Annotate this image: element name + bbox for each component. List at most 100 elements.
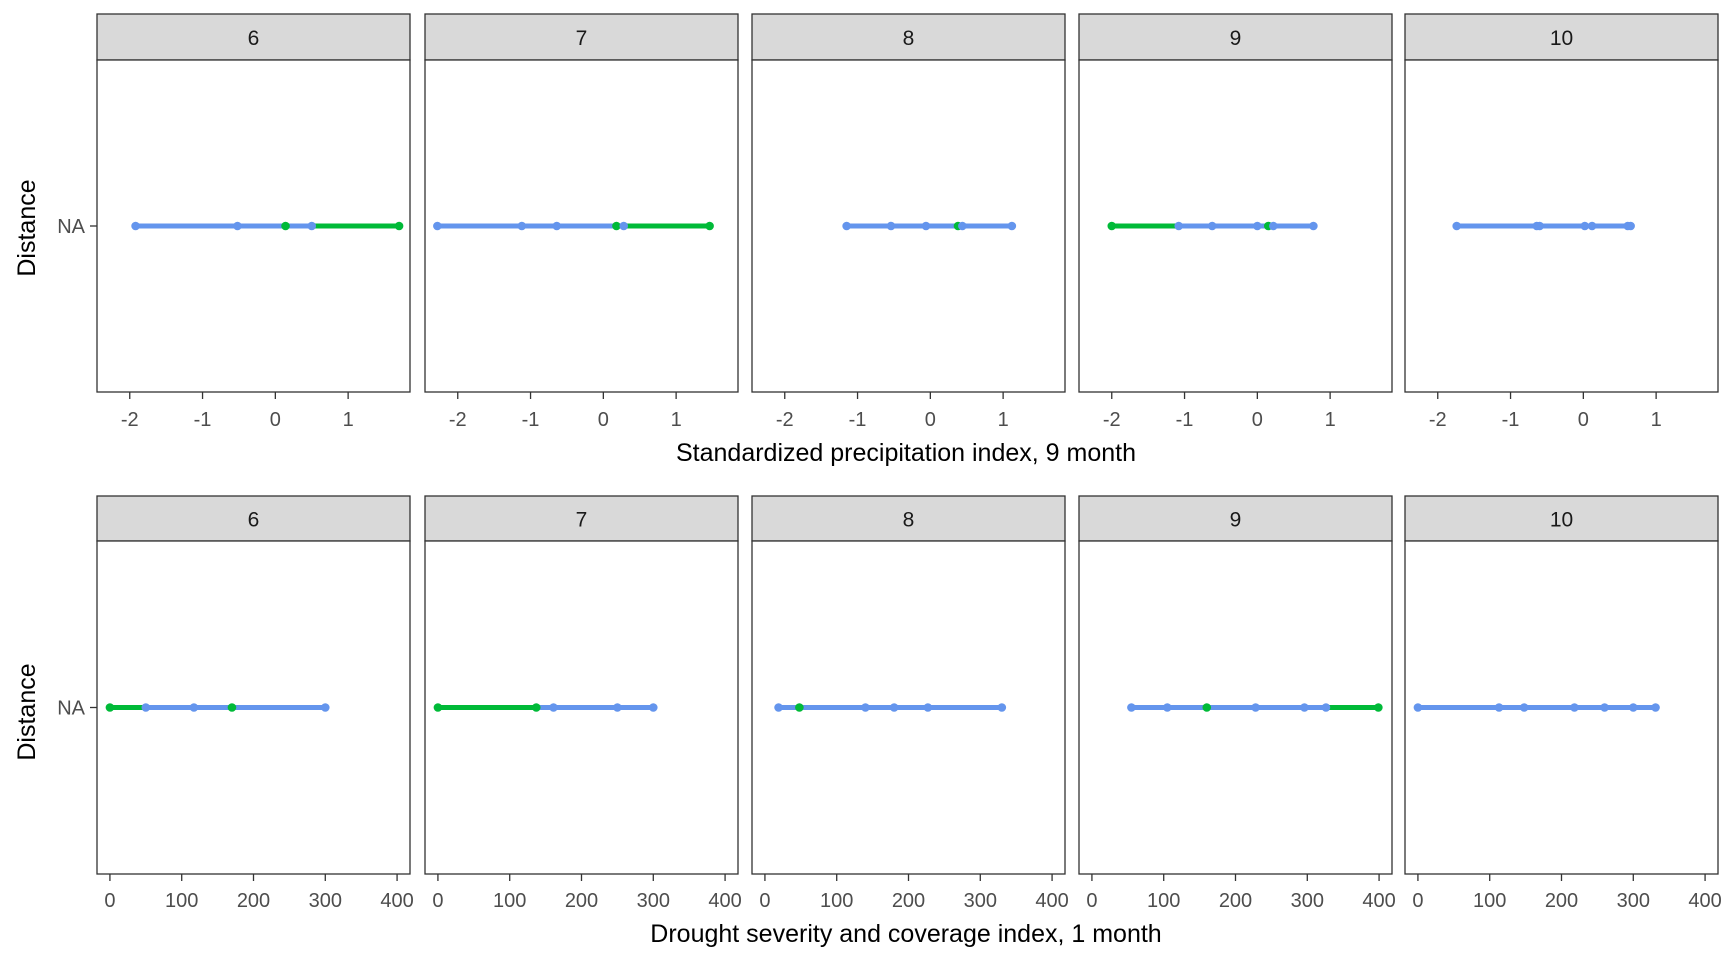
data-point-default — [307, 221, 317, 231]
x-tick-label: -2 — [1429, 409, 1447, 431]
data-point-default — [189, 703, 199, 712]
data-point-default — [774, 703, 783, 712]
data-point-default — [613, 703, 622, 712]
x-tick-label: -1 — [522, 409, 540, 431]
x-tick-label: 0 — [1252, 409, 1263, 431]
x-tick-label: 1 — [1651, 409, 1662, 431]
facet-strip — [751, 13, 1066, 61]
facet-strip-label: 9 — [1230, 27, 1242, 50]
facet-strip-label: 9 — [1230, 509, 1242, 532]
x-tick-label: -2 — [121, 409, 139, 431]
data-point-default — [1587, 221, 1597, 231]
data-point-highlight — [612, 221, 621, 231]
data-point-default — [619, 221, 629, 231]
x-tick-label: -1 — [849, 409, 867, 431]
data-point-highlight — [1107, 221, 1117, 231]
x-tick-label: -2 — [776, 409, 794, 431]
facet-strip — [1404, 495, 1719, 542]
data-point-default — [1651, 703, 1660, 712]
facet-strip — [96, 495, 411, 542]
data-point-highlight — [1374, 703, 1383, 712]
x-tick-label: 0 — [759, 890, 770, 912]
data-point-default — [1269, 221, 1278, 231]
x-tick-label: 300 — [309, 890, 342, 912]
x-tick-label: 100 — [493, 890, 526, 912]
data-point-highlight — [281, 221, 290, 231]
data-point-default — [1321, 703, 1331, 712]
x-tick-label: 0 — [1578, 409, 1589, 431]
x-tick-label: 400 — [1688, 890, 1721, 912]
data-point-default — [1309, 221, 1318, 231]
data-point-default — [1580, 221, 1590, 231]
data-point-default — [648, 703, 658, 712]
data-point-default — [1519, 703, 1529, 712]
data-point-default — [1251, 703, 1260, 712]
facet-panel-9: 9 0 100 200 300 400 — [1078, 495, 1396, 912]
data-point-default — [886, 221, 896, 231]
data-point-default — [921, 221, 931, 231]
facet-strip-label: 7 — [576, 27, 588, 50]
data-point-highlight — [705, 221, 714, 231]
facet-strip — [424, 13, 739, 61]
x-tick-label: 200 — [237, 890, 270, 912]
x-tick-label: 300 — [637, 890, 670, 912]
facet-strip — [1404, 13, 1719, 61]
x-tick-label: 200 — [1219, 890, 1252, 912]
data-point-highlight — [1202, 703, 1212, 712]
facet-strip-label: 10 — [1550, 27, 1573, 50]
data-point-default — [1452, 221, 1461, 231]
x-tick-label: 1 — [671, 409, 682, 431]
facet-panel-8: 8 -2 -1 0 1 — [751, 13, 1066, 431]
x-tick-label: 200 — [565, 890, 598, 912]
data-point-highlight — [795, 703, 804, 712]
facet-panel-6: 6 -2 -1 0 1 — [96, 13, 411, 431]
x-tick-label: -2 — [1103, 409, 1121, 431]
x-tick-label: 100 — [1473, 890, 1506, 912]
x-tick-label: 0 — [1412, 890, 1423, 912]
y-tick-label: NA — [57, 698, 85, 720]
x-tick-label: -2 — [449, 409, 467, 431]
x-tick-label: 300 — [964, 890, 997, 912]
data-point-default — [842, 221, 851, 231]
chart-row-1: 6 -2 -1 0 1 7 -2 -1 0 1 8 -2 -1 0 1 9 -2 -1 0 1 10 -2 -1 0 1 NA Di… — [13, 13, 1719, 467]
data-point-highlight — [105, 703, 115, 712]
data-point-default — [552, 221, 562, 231]
data-point-default — [1007, 221, 1017, 231]
data-point-default — [233, 221, 242, 231]
facet-strip-label: 8 — [903, 27, 915, 50]
x-tick-label: 300 — [1617, 890, 1650, 912]
x-axis-title: Drought severity and coverage index, 1 m… — [650, 920, 1161, 948]
x-tick-label: 0 — [270, 409, 281, 431]
data-point-default — [141, 703, 151, 712]
data-point-default — [997, 703, 1007, 712]
x-tick-label: 0 — [925, 409, 936, 431]
y-axis-title: Distance — [13, 663, 41, 760]
facet-panel-10: 10 -2 -1 0 1 — [1404, 13, 1719, 431]
x-tick-label: 200 — [892, 890, 925, 912]
x-tick-label: 0 — [432, 890, 443, 912]
facet-strip-label: 8 — [903, 509, 915, 532]
facet-panel-7: 7 0 100 200 300 400 — [424, 495, 742, 912]
x-tick-label: 1 — [1325, 409, 1336, 431]
data-point-default — [1163, 703, 1172, 712]
data-point-default — [320, 703, 330, 712]
data-point-default — [549, 703, 558, 712]
x-tick-label: 200 — [1545, 890, 1578, 912]
x-tick-label: -1 — [1502, 409, 1520, 431]
data-point-default — [1253, 221, 1262, 231]
facet-panel-7: 7 -2 -1 0 1 — [424, 13, 739, 431]
data-point-default — [1413, 703, 1423, 712]
data-point-default — [1174, 221, 1184, 231]
x-tick-label: 400 — [1035, 890, 1068, 912]
facet-panel-9: 9 -2 -1 0 1 — [1078, 13, 1393, 431]
facet-panel-8: 8 0 100 200 300 400 — [751, 495, 1069, 912]
x-axis-title: Standardized precipitation index, 9 mont… — [676, 439, 1136, 467]
data-point-default — [923, 703, 933, 712]
facet-strip — [96, 13, 411, 61]
data-point-default — [889, 703, 899, 712]
data-point-highlight — [433, 703, 443, 712]
facet-strip-label: 6 — [248, 509, 260, 532]
data-point-default — [131, 221, 140, 231]
x-tick-label: -1 — [1176, 409, 1194, 431]
